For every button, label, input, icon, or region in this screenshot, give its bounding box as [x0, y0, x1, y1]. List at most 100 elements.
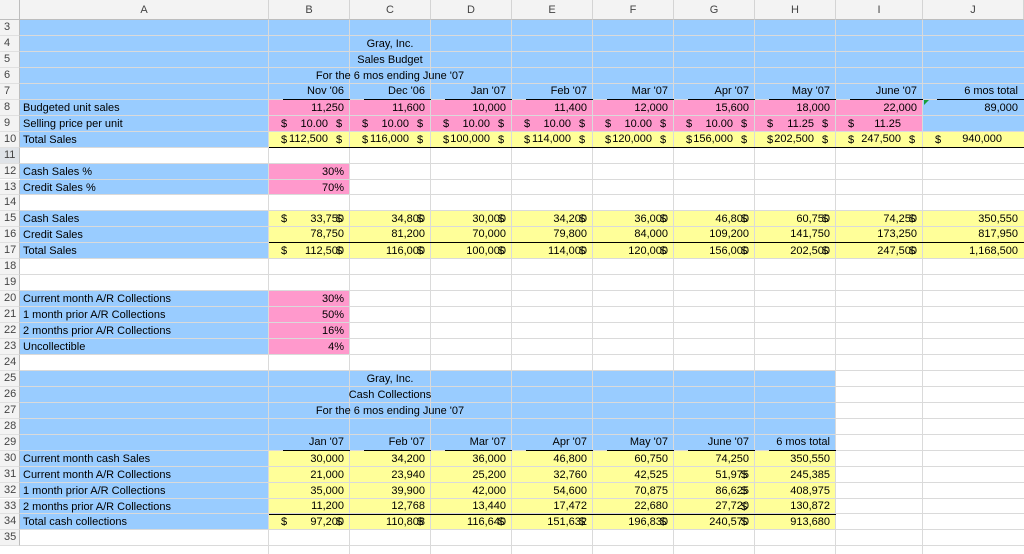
- value-budgeted-unit-sales[interactable]: 11,400: [554, 101, 587, 114]
- value-cash-sales[interactable]: 36,000: [634, 213, 668, 226]
- value-credit-sales[interactable]: 173,250: [836, 227, 923, 244]
- value-credit-sales[interactable]: 81,200: [350, 227, 431, 244]
- row-header-9[interactable]: 9: [0, 115, 20, 132]
- value-total-sales[interactable]: 114,000: [512, 132, 593, 148]
- value-total-sales[interactable]: 202,500: [755, 132, 836, 148]
- sales-budget-title[interactable]: For the 6 mos ending June '07: [315, 69, 465, 82]
- value-total-sales[interactable]: 120,000: [593, 132, 674, 148]
- header-mar-07[interactable]: Mar '07: [607, 84, 674, 100]
- row-label-total-cash-collections[interactable]: Total cash collections: [23, 516, 127, 529]
- collection-value-total-cash-collections[interactable]: 240,570: [709, 516, 749, 529]
- value-cash-sales[interactable]: 60,750: [796, 213, 830, 226]
- value-total-sales[interactable]: 202,500: [790, 245, 830, 258]
- cash-collections-title[interactable]: Gray, Inc.: [366, 372, 414, 385]
- value-selling-price-per-unit[interactable]: 10.00: [462, 117, 490, 130]
- collection-value-2-months-prior-a-r-collections[interactable]: 17,472: [512, 499, 593, 515]
- row-header-25[interactable]: 25: [0, 370, 20, 387]
- value-selling-price-per-unit[interactable]: 10.00: [705, 117, 733, 130]
- row-header-8[interactable]: 8: [0, 99, 20, 116]
- collection-value-current-month-a-r-collections[interactable]: 51,975: [715, 468, 749, 481]
- collections-header-may-07[interactable]: May '07: [607, 435, 674, 451]
- row-header-5[interactable]: 5: [0, 51, 20, 68]
- value-budgeted-unit-sales[interactable]: 22,000: [883, 101, 917, 114]
- row-label-credit-sales[interactable]: Credit Sales: [23, 229, 83, 242]
- header-nov-06[interactable]: Nov '06: [283, 84, 350, 100]
- row-header-11[interactable]: 11: [0, 147, 20, 164]
- value-cash-sales[interactable]: 34,200: [553, 213, 587, 226]
- collections-header-apr-07[interactable]: Apr '07: [526, 435, 593, 451]
- value-cash-sales[interactable]: 34,800: [391, 213, 425, 226]
- row-label-budgeted-unit-sales[interactable]: Budgeted unit sales: [23, 101, 120, 114]
- column-header-i[interactable]: I: [836, 0, 923, 20]
- collection-value-2-months-prior-a-r-collections[interactable]: 130,872: [755, 499, 836, 515]
- value-total-sales[interactable]: 247,500: [836, 132, 923, 148]
- value-total-sales[interactable]: 112,500: [269, 132, 350, 148]
- collection-value-total-cash-collections[interactable]: 913,680: [790, 516, 830, 529]
- value-total-sales[interactable]: 100,000: [466, 245, 506, 258]
- collection-value-current-month-a-r-collections[interactable]: 21,000: [310, 468, 344, 481]
- pct-2-months-prior-a-r-collections[interactable]: 16%: [321, 325, 344, 338]
- row-header-7[interactable]: 7: [0, 83, 20, 100]
- column-header-f[interactable]: F: [593, 0, 674, 20]
- value-total-sales[interactable]: 120,000: [628, 245, 668, 258]
- sales-budget-title[interactable]: Sales Budget: [357, 53, 423, 66]
- pct-current-month-a-r-collections[interactable]: 30%: [321, 293, 344, 306]
- row-header-10[interactable]: 10: [0, 131, 20, 148]
- value-budgeted-unit-sales[interactable]: 89,000: [984, 101, 1018, 114]
- value-total-sales[interactable]: 156,000: [709, 245, 749, 258]
- row-header-35[interactable]: 35: [0, 530, 20, 547]
- row-label-2-months-prior-a-r-collections[interactable]: 2 months prior A/R Collections: [23, 325, 171, 338]
- column-header-g[interactable]: G: [674, 0, 755, 20]
- row-header-29[interactable]: 29: [0, 434, 20, 451]
- row-header-27[interactable]: 27: [0, 402, 20, 419]
- row-header-19[interactable]: 19: [0, 275, 20, 292]
- row-label-1-month-prior-a-r-collections[interactable]: 1 month prior A/R Collections: [23, 484, 166, 497]
- row-label-cash-sales[interactable]: Cash Sales %: [23, 165, 93, 178]
- row-header-16[interactable]: 16: [0, 227, 20, 244]
- value-cash-sales[interactable]: 74,250: [883, 213, 917, 226]
- value-budgeted-unit-sales[interactable]: 11,250: [311, 101, 344, 114]
- value-cash-sales[interactable]: 350,550: [978, 213, 1018, 226]
- row-header-6[interactable]: 6: [0, 67, 20, 84]
- value-budgeted-unit-sales[interactable]: 15,600: [715, 101, 749, 114]
- value-budgeted-unit-sales[interactable]: 12,000: [634, 101, 668, 114]
- collection-value-total-cash-collections[interactable]: 196,830: [628, 516, 668, 529]
- row-label-total-sales[interactable]: Total Sales: [23, 133, 77, 146]
- value-budgeted-unit-sales[interactable]: 10,000: [472, 101, 506, 114]
- row-header-15[interactable]: 15: [0, 211, 20, 228]
- collection-value-1-month-prior-a-r-collections[interactable]: 408,975: [790, 484, 830, 497]
- row-label-1-month-prior-a-r-collections[interactable]: 1 month prior A/R Collections: [23, 309, 166, 322]
- row-header-18[interactable]: 18: [0, 259, 20, 276]
- row-header-26[interactable]: 26: [0, 386, 20, 403]
- row-header-13[interactable]: 13: [0, 179, 20, 196]
- collections-header-june-07[interactable]: June '07: [688, 435, 755, 451]
- collection-value-total-cash-collections[interactable]: 151,632: [547, 516, 587, 529]
- value-cash-sales[interactable]: 30,000: [472, 213, 506, 226]
- column-header-d[interactable]: D: [431, 0, 512, 20]
- value-total-sales[interactable]: 116,000: [386, 245, 425, 258]
- collection-value-2-months-prior-a-r-collections[interactable]: 13,440: [431, 499, 512, 515]
- value-credit-sales[interactable]: 84,000: [593, 227, 674, 244]
- collection-value-total-cash-collections[interactable]: 116,640: [467, 516, 506, 529]
- column-header-a[interactable]: A: [20, 0, 269, 20]
- row-header-3[interactable]: 3: [0, 20, 20, 36]
- value-selling-price-per-unit[interactable]: 11.25: [787, 117, 814, 130]
- pct-uncollectible[interactable]: 4%: [328, 341, 344, 353]
- row-header-4[interactable]: 4: [0, 35, 20, 52]
- row-header-30[interactable]: 30: [0, 450, 20, 467]
- pct-credit-sales[interactable]: 70%: [321, 181, 344, 194]
- value-credit-sales[interactable]: 141,750: [755, 227, 836, 244]
- row-header-24[interactable]: 24: [0, 354, 20, 371]
- select-all-corner[interactable]: [0, 0, 20, 20]
- collection-value-2-months-prior-a-r-collections[interactable]: 12,768: [350, 499, 431, 515]
- column-header-j[interactable]: J: [923, 0, 1024, 20]
- row-header-23[interactable]: 23: [0, 339, 20, 355]
- value-total-sales[interactable]: 114,000: [548, 245, 587, 258]
- pct-cash-sales[interactable]: 30%: [321, 165, 344, 178]
- value-selling-price-per-unit[interactable]: 10.00: [381, 117, 409, 130]
- value-total-sales[interactable]: 940,000: [923, 132, 1024, 148]
- row-label-current-month-a-r-collections[interactable]: Current month A/R Collections: [23, 293, 171, 306]
- value-credit-sales[interactable]: 109,200: [674, 227, 755, 244]
- header-dec-06[interactable]: Dec '06: [364, 84, 431, 100]
